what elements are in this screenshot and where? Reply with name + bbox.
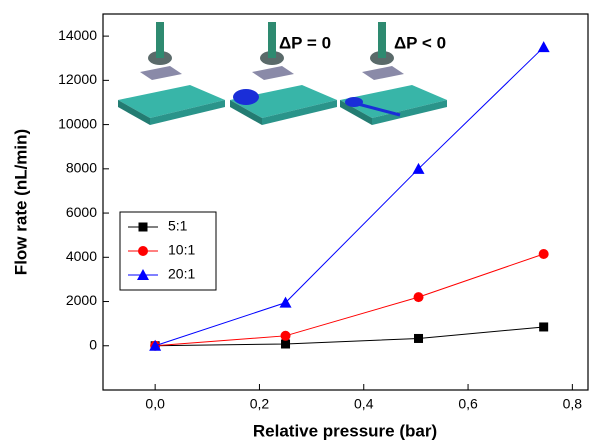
x-tick-label: 0,8 [563, 396, 583, 412]
marker [539, 322, 549, 332]
marker [413, 292, 424, 303]
x-tick-label: 0,6 [458, 396, 478, 412]
legend-label: 20:1 [168, 266, 195, 282]
y-tick-label: 6000 [66, 204, 97, 220]
y-tick-label: 0 [89, 336, 97, 352]
marker [538, 248, 549, 259]
x-tick-label: 0,0 [145, 396, 165, 412]
legend-label: 10:1 [168, 242, 195, 258]
legend-marker [138, 246, 148, 256]
device-1 [118, 22, 225, 125]
y-axis-title: Flow rate (nL/min) [11, 129, 30, 275]
device-3 [340, 22, 447, 125]
marker [149, 339, 162, 351]
marker [414, 333, 424, 343]
y-tick-label: 8000 [66, 160, 97, 176]
inset-illustrations [118, 22, 447, 125]
legend-marker [138, 222, 148, 232]
y-tick-label: 2000 [66, 292, 97, 308]
marker [537, 41, 550, 53]
legend-label: 5:1 [168, 218, 188, 234]
y-tick-label: 14000 [58, 27, 97, 43]
y-tick-label: 10000 [58, 115, 97, 131]
series-line [155, 326, 544, 347]
marker [279, 296, 292, 308]
annotation: ΔP < 0 [394, 33, 446, 52]
y-tick-label: 4000 [66, 248, 97, 264]
plot-frame [102, 13, 589, 391]
y-tick-label: 12000 [58, 71, 97, 87]
series-line [154, 46, 545, 347]
marker [281, 339, 291, 349]
x-tick-label: 0,2 [250, 396, 270, 412]
marker [412, 162, 425, 174]
x-tick-label: 0,4 [354, 396, 374, 412]
marker [280, 330, 291, 341]
legend-marker [137, 269, 149, 280]
series-line [155, 253, 544, 347]
x-axis-title: Relative pressure (bar) [253, 421, 437, 440]
annotation: ΔP = 0 [279, 33, 331, 52]
device-2 [230, 22, 337, 125]
